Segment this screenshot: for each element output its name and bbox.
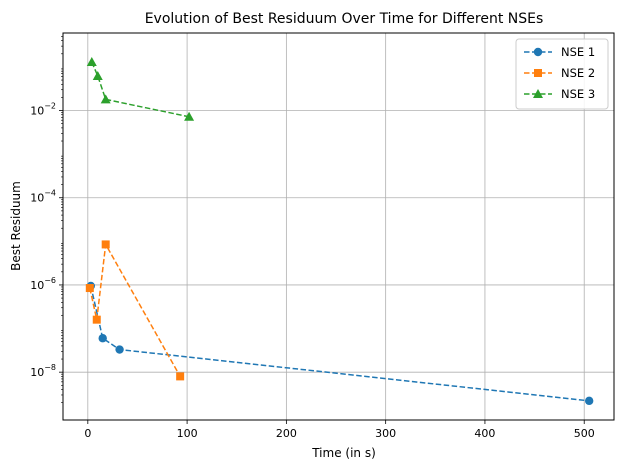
x-tick-label: 0 (84, 427, 91, 440)
data-point-nse-3 (184, 111, 195, 121)
legend-label-nse-1: NSE 1 (561, 45, 595, 59)
legend-marker-nse-1 (533, 47, 543, 57)
data-point-nse-3 (92, 70, 103, 80)
x-axis-label: Time (in s) (311, 446, 376, 460)
ticks: 0 100 200 300 400 500 10−8 10−6 10−4 10−2 (30, 36, 595, 440)
y-tick-label: 10−6 (30, 276, 56, 292)
data-point-nse-2 (92, 315, 101, 324)
data-point-nse-1 (584, 396, 594, 406)
y-axis-label: Best Residuum (9, 181, 23, 271)
series-nse-2 (85, 240, 185, 381)
series-line-nse-3 (91, 61, 190, 118)
x-tick-label: 300 (375, 427, 396, 440)
series-nse-3 (86, 56, 195, 121)
series-line-nse-1 (90, 285, 590, 402)
x-tick-label: 500 (574, 427, 595, 440)
data-point-nse-1 (115, 345, 124, 354)
series-layer (85, 56, 594, 406)
x-tick-label: 100 (177, 427, 198, 440)
y-tick-label: 10−8 (30, 363, 56, 379)
y-tick-label: 10−2 (30, 102, 56, 118)
legend-label-nse-2: NSE 2 (561, 66, 595, 80)
y-tick-label: 10−4 (30, 189, 56, 205)
legend: NSE 1 NSE 2 NSE 3 (515, 38, 609, 110)
legend-label-nse-3: NSE 3 (561, 87, 595, 101)
data-point-nse-2 (85, 284, 94, 293)
legend-marker-nse-3 (533, 89, 543, 98)
series-line-nse-2 (89, 242, 181, 377)
data-point-nse-3 (86, 56, 97, 66)
plot-frame (62, 32, 615, 421)
data-point-nse-2 (176, 372, 185, 381)
x-tick-label: 400 (474, 427, 495, 440)
chart-title: Evolution of Best Residuum Over Time for… (145, 11, 544, 27)
data-point-nse-2 (101, 240, 110, 249)
data-point-nse-3 (100, 94, 111, 104)
legend-marker-nse-2 (534, 69, 542, 77)
series-nse-1 (86, 281, 594, 406)
x-tick-label: 200 (276, 427, 297, 440)
data-point-nse-1 (98, 334, 107, 343)
